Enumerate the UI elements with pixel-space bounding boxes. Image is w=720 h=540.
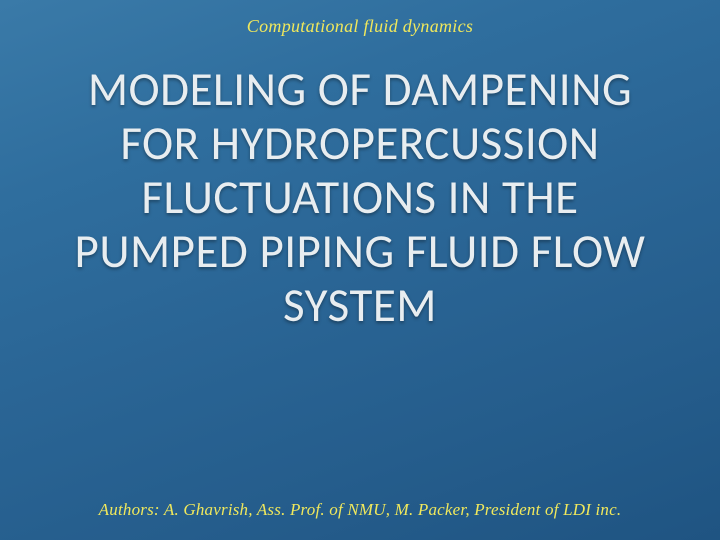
- presentation-slide: Computational fluid dynamics MODELING OF…: [0, 0, 720, 540]
- slide-authors: Authors: A. Ghavrish, Ass. Prof. of NMU,…: [0, 500, 720, 520]
- slide-category-header: Computational fluid dynamics: [0, 16, 720, 37]
- slide-title: MODELING OF DAMPENING FOR HYDROPERCUSSIO…: [60, 62, 660, 332]
